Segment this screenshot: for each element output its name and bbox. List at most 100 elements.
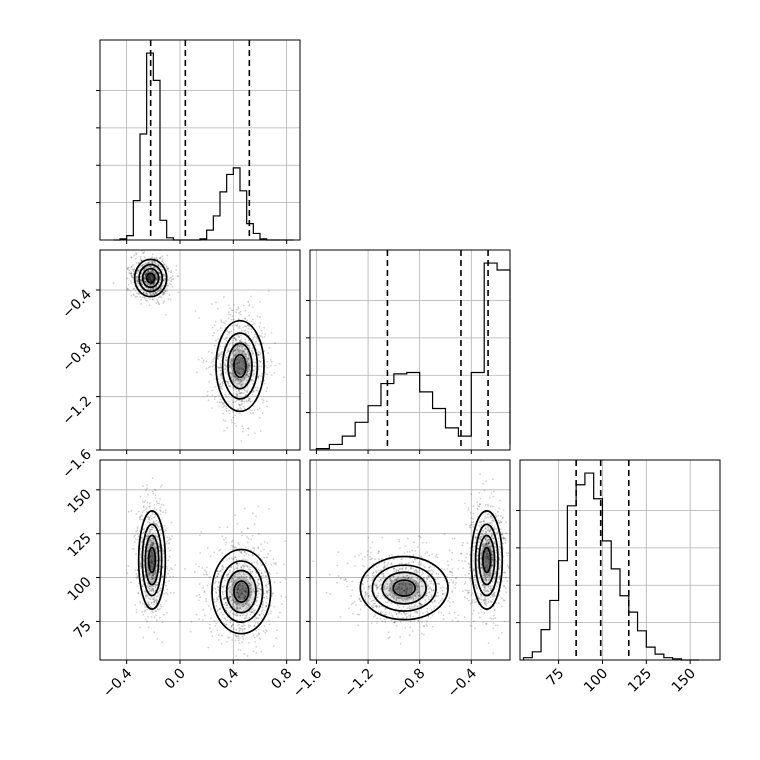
sample-point bbox=[150, 579, 153, 581]
sample-point bbox=[216, 570, 219, 573]
sample-point bbox=[371, 541, 374, 543]
sample-point bbox=[367, 537, 370, 539]
sample-point bbox=[157, 521, 160, 524]
sample-point bbox=[252, 382, 255, 385]
sample-point bbox=[155, 278, 158, 280]
sample-point bbox=[159, 559, 161, 562]
sample-point bbox=[247, 626, 250, 629]
sample-point bbox=[247, 399, 250, 402]
sample-point bbox=[425, 620, 428, 623]
sample-point bbox=[378, 606, 381, 609]
sample-point bbox=[240, 384, 242, 387]
sample-point bbox=[165, 584, 168, 587]
sample-point bbox=[242, 609, 245, 612]
sample-point bbox=[265, 590, 268, 592]
sample-point bbox=[160, 285, 163, 288]
sample-point bbox=[230, 366, 233, 368]
sample-point bbox=[156, 524, 159, 526]
sample-point bbox=[248, 397, 251, 400]
sample-point bbox=[244, 616, 247, 619]
sample-point bbox=[361, 583, 364, 586]
sample-point bbox=[251, 570, 254, 573]
sample-point bbox=[152, 288, 155, 291]
y-tick-label: 125 bbox=[65, 530, 95, 560]
sample-point bbox=[227, 330, 230, 333]
sample-point bbox=[149, 595, 152, 598]
sample-point bbox=[135, 275, 138, 278]
sample-point bbox=[274, 364, 277, 367]
sample-point bbox=[162, 548, 164, 551]
sample-point bbox=[149, 585, 152, 588]
sample-point bbox=[164, 509, 167, 512]
sample-point bbox=[259, 361, 262, 363]
sample-point bbox=[246, 566, 249, 569]
sample-point bbox=[156, 285, 158, 288]
sample-point bbox=[364, 594, 367, 596]
sample-point bbox=[418, 594, 421, 597]
sample-point bbox=[226, 349, 229, 351]
sample-point bbox=[222, 597, 225, 600]
sample-point bbox=[159, 587, 161, 590]
sample-point bbox=[142, 505, 145, 507]
sample-point bbox=[164, 289, 167, 292]
sample-point bbox=[233, 328, 235, 331]
sample-point bbox=[152, 555, 154, 558]
sample-point bbox=[150, 543, 153, 546]
sample-point bbox=[150, 576, 153, 579]
sample-point bbox=[221, 634, 224, 637]
sample-point bbox=[219, 351, 222, 354]
sample-point bbox=[257, 340, 259, 342]
sample-point bbox=[155, 272, 157, 275]
sample-point bbox=[230, 626, 233, 629]
sample-point bbox=[253, 590, 256, 593]
contour-line bbox=[145, 272, 156, 284]
sample-point bbox=[429, 565, 432, 568]
sample-point bbox=[442, 614, 445, 617]
sample-point bbox=[159, 295, 161, 298]
sample-point bbox=[236, 605, 238, 608]
sample-point bbox=[237, 371, 240, 374]
sample-point bbox=[237, 356, 240, 359]
sample-point bbox=[213, 368, 216, 371]
sample-point bbox=[229, 571, 231, 574]
sample-point bbox=[470, 493, 473, 495]
sample-point bbox=[241, 400, 244, 403]
sample-point bbox=[140, 514, 143, 517]
sample-point bbox=[243, 554, 246, 557]
sample-point bbox=[234, 639, 237, 642]
sample-point bbox=[217, 639, 220, 641]
sample-point bbox=[207, 646, 210, 649]
sample-point bbox=[225, 356, 228, 359]
sample-point bbox=[148, 505, 151, 508]
sample-point bbox=[242, 558, 244, 561]
sample-point bbox=[244, 389, 246, 392]
sample-point bbox=[150, 576, 153, 579]
sample-point bbox=[159, 513, 162, 516]
sample-point bbox=[225, 601, 228, 604]
sample-point bbox=[148, 573, 150, 576]
sample-point bbox=[154, 575, 156, 578]
sample-point bbox=[221, 564, 224, 567]
sample-point bbox=[461, 590, 464, 593]
sample-point bbox=[137, 592, 139, 594]
sample-point bbox=[231, 341, 234, 344]
sample-point bbox=[213, 324, 216, 327]
sample-point bbox=[378, 558, 381, 561]
sample-point bbox=[151, 543, 154, 546]
sample-point bbox=[242, 360, 245, 363]
sample-point bbox=[337, 574, 340, 577]
sample-point bbox=[435, 553, 438, 556]
sample-point bbox=[240, 592, 243, 595]
sample-point bbox=[234, 379, 237, 382]
sample-point bbox=[243, 595, 246, 598]
sample-point bbox=[238, 607, 240, 610]
sample-point bbox=[258, 407, 261, 410]
sample-point bbox=[230, 609, 232, 612]
sample-point bbox=[148, 532, 151, 535]
sample-point bbox=[250, 350, 253, 352]
sample-point bbox=[237, 635, 240, 638]
sample-point bbox=[236, 567, 239, 570]
sample-point bbox=[225, 359, 228, 362]
sample-point bbox=[262, 604, 264, 606]
sample-point bbox=[139, 495, 142, 498]
